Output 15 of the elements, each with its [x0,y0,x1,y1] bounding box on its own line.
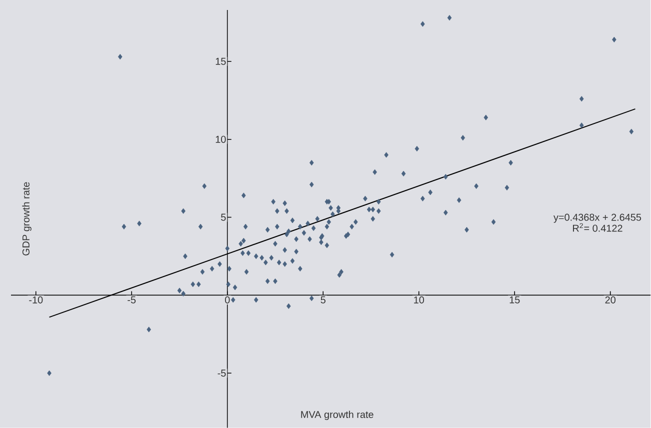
x-tick-label: -5 [128,296,136,304]
x-axis-title: MVA growth rate [301,410,374,420]
y-tick-label: 10 [216,136,226,143]
y-axis-title: GDP growth rate [22,182,32,256]
y-tick-label: 5 [221,214,226,221]
annotation: R$^{2}$= 0.4122 [572,223,622,232]
x-tick-label: 10 [414,296,424,304]
x-tick-label: 5 [320,296,326,304]
x-tick-label: 0 [224,296,230,304]
x-tick-label: 15 [510,296,520,304]
x-tick-label: 20 [605,296,616,304]
annotation: y=0.4368x + 2.6455 [554,214,642,223]
y-tick-label: -5 [218,370,226,377]
y-tick-label: 15 [216,58,226,65]
x-tick-label: -10 [29,296,43,304]
